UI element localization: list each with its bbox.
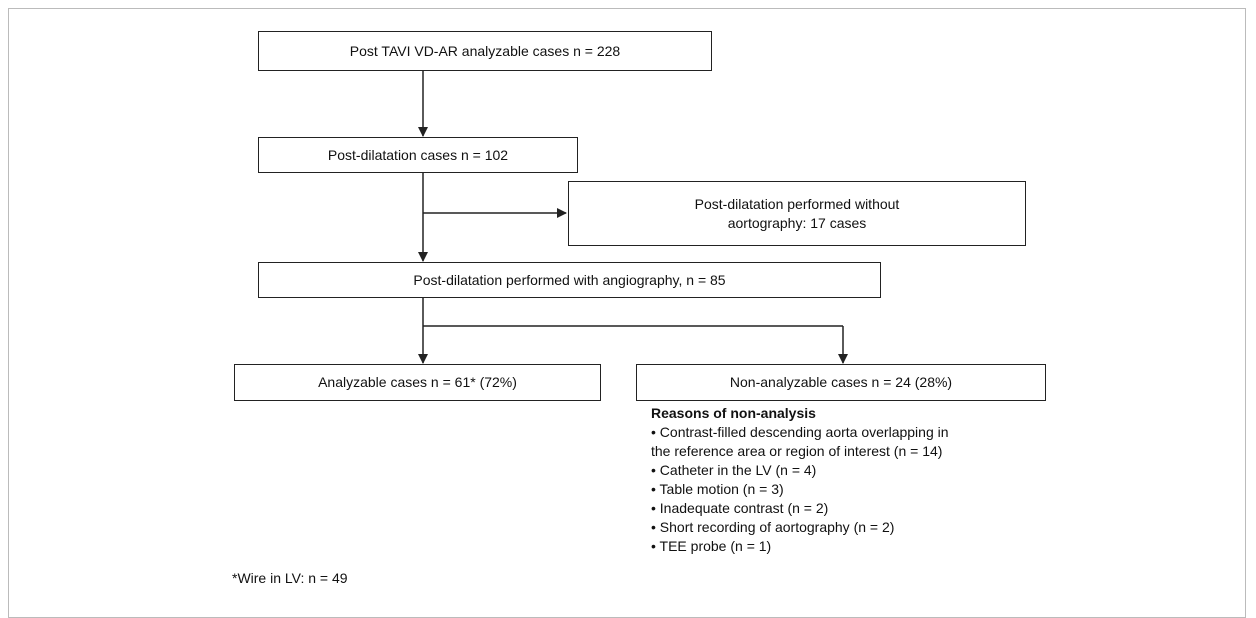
node-label: Analyzable cases n = 61* (72%) [318, 374, 517, 390]
reason-line: • Inadequate contrast (n = 2) [651, 500, 829, 516]
node: Non-analyzable cases n = 24 (28%) [636, 364, 1046, 401]
node: Post-dilatation cases n = 102 [258, 137, 578, 173]
reason-line: • Contrast-filled descending aorta overl… [651, 424, 949, 440]
node-label: Non-analyzable cases n = 24 (28%) [729, 374, 953, 390]
node: Post TAVI VD-AR analyzable cases n = 228 [258, 31, 712, 71]
node: Post-dilatation performed with angiograp… [258, 262, 881, 298]
node-label: Post-dilatation performed without [694, 195, 900, 212]
node: Analyzable cases n = 61* (72%) [234, 364, 601, 401]
reason-line: • Table motion (n = 3) [651, 481, 784, 497]
reason-line: • TEE probe (n = 1) [651, 538, 772, 554]
reasons: Reasons of non-analysis • Contrast-fille… [651, 404, 949, 556]
node-label: Post-dilatation cases n = 102 [327, 146, 509, 163]
reason-line: the reference area or region of interest… [651, 443, 943, 459]
node: Post-dilatation performed without aortogr… [568, 181, 1026, 246]
reasons-title: Reasons of non-analysis [651, 405, 816, 421]
footnote: *Wire in LV: n = 49 [232, 570, 348, 586]
node-label: aortography: 17 cases [727, 214, 867, 231]
reason-line: • Catheter in the LV (n = 4) [651, 462, 817, 478]
reason-line: • Short recording of aortography (n = 2) [651, 519, 895, 535]
node-label: Post TAVI VD-AR analyzable cases n = 228 [349, 42, 621, 59]
node-label: Post-dilatation performed with angiograp… [413, 271, 726, 288]
